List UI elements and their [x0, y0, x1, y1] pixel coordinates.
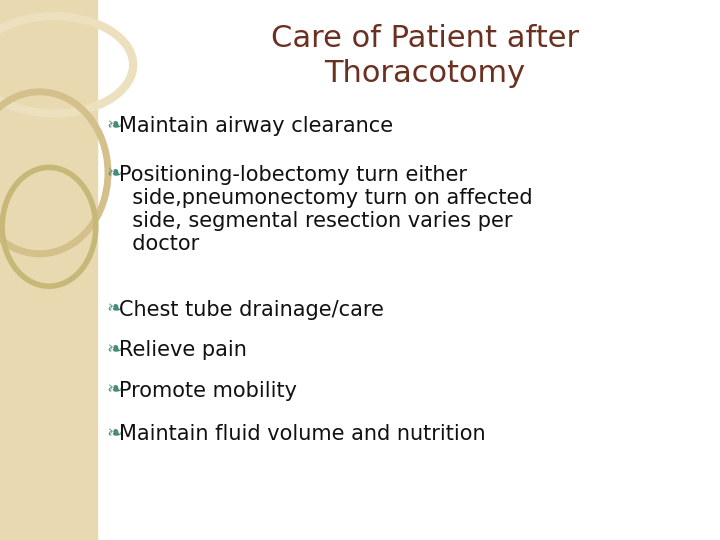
- Text: Chest tube drainage/care: Chest tube drainage/care: [119, 300, 384, 320]
- Text: Maintain fluid volume and nutrition: Maintain fluid volume and nutrition: [119, 424, 485, 444]
- Text: ❧: ❧: [107, 381, 123, 400]
- Text: ❧: ❧: [107, 116, 123, 135]
- Bar: [0, 0, 97, 540]
- Text: ❧: ❧: [107, 424, 123, 443]
- Text: Promote mobility: Promote mobility: [119, 381, 297, 401]
- Text: Relieve pain: Relieve pain: [119, 340, 247, 360]
- Text: ❧: ❧: [107, 340, 123, 359]
- Text: Positioning-lobectomy turn either
  side,pneumonectomy turn on affected
  side, : Positioning-lobectomy turn either side,p…: [119, 165, 532, 254]
- Text: ❧: ❧: [107, 300, 123, 319]
- Text: Maintain airway clearance: Maintain airway clearance: [119, 116, 393, 136]
- Text: Care of Patient after
Thoracotomy: Care of Patient after Thoracotomy: [271, 24, 579, 88]
- Text: ❧: ❧: [107, 165, 123, 184]
